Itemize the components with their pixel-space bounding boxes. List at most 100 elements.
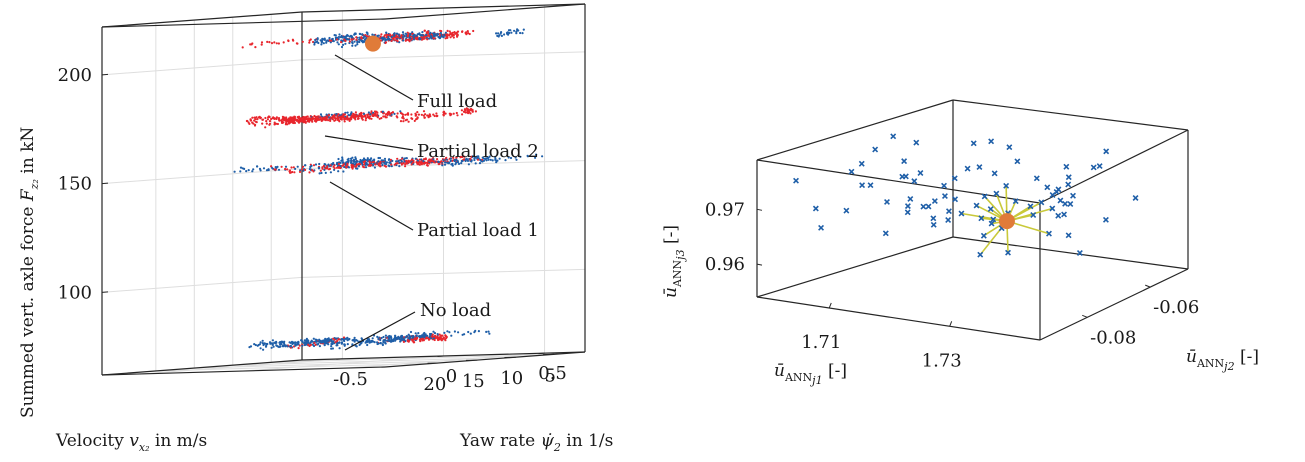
- partial-load-2-point: [380, 117, 383, 120]
- partial-load-2-point: [253, 116, 256, 119]
- data-point: [491, 159, 494, 162]
- data-point: [359, 342, 362, 345]
- left-tick-labels: 100 150 200 5 10 15 20 -0.5 0 0.5: [58, 65, 567, 395]
- sample-marker: [1090, 164, 1097, 171]
- data-point: [347, 338, 350, 341]
- data-point: [260, 43, 263, 46]
- data-point: [339, 164, 342, 167]
- data-point: [271, 342, 274, 345]
- partial-load-2-point: [384, 116, 387, 119]
- data-point: [373, 341, 376, 344]
- data-point: [473, 158, 476, 162]
- partial-load-2-point: [337, 113, 340, 116]
- data-point: [284, 165, 288, 168]
- data-point: [273, 168, 276, 171]
- data-point: [464, 32, 467, 35]
- sample-marker: [1063, 163, 1070, 170]
- data-point: [286, 168, 289, 171]
- data-point: [360, 39, 363, 42]
- data-point: [388, 334, 391, 338]
- data-point: [298, 344, 301, 347]
- data-point: [435, 336, 438, 339]
- partial-load-2-point: [365, 117, 368, 120]
- z-tick-label: 100: [58, 282, 92, 303]
- data-point: [487, 158, 490, 161]
- data-point: [259, 341, 262, 344]
- data-point: [254, 343, 257, 347]
- partial-load-2-point: [336, 114, 339, 117]
- partial-load-2-point: [312, 117, 316, 120]
- sample-marker: [899, 173, 906, 180]
- data-point: [441, 164, 444, 167]
- data-point: [302, 169, 305, 172]
- sample-marker: [1055, 212, 1062, 219]
- right-axis-box: [756, 99, 1189, 341]
- data-point: [402, 158, 405, 161]
- data-point: [276, 165, 279, 168]
- data-point: [461, 333, 464, 336]
- y-tick-label: -0.08: [1090, 327, 1136, 348]
- data-point: [429, 160, 432, 163]
- data-point: [318, 338, 321, 341]
- data-point: [272, 345, 275, 348]
- data-point: [432, 37, 435, 40]
- box-edge: [756, 159, 1041, 204]
- data-point: [402, 33, 405, 36]
- data-point: [451, 159, 454, 162]
- data-point: [482, 159, 486, 162]
- box-edge: [756, 296, 1041, 341]
- data-point: [273, 41, 276, 44]
- sample-marker: [931, 198, 938, 204]
- sample-marker: [1012, 198, 1019, 205]
- partial-load-2-point: [372, 113, 376, 116]
- data-point: [447, 162, 451, 165]
- data-point: [326, 165, 329, 168]
- data-point: [412, 36, 415, 39]
- data-point: [284, 167, 287, 171]
- data-point: [449, 33, 452, 36]
- data-point: [449, 36, 452, 39]
- data-point: [388, 37, 391, 40]
- data-point: [317, 342, 320, 345]
- partial-load-2-point: [466, 108, 469, 111]
- data-point: [337, 338, 340, 341]
- sample-marker: [917, 170, 924, 176]
- data-point: [340, 41, 343, 44]
- data-point: [398, 161, 401, 164]
- left-data-points: [233, 28, 544, 351]
- data-point: [405, 38, 408, 41]
- x-tick-mark: [828, 302, 832, 309]
- data-point: [425, 33, 428, 37]
- data-point: [384, 41, 387, 45]
- data-point: [353, 340, 356, 343]
- right-z-axis-label: ūANNj3 [-]: [661, 225, 687, 298]
- data-point: [268, 341, 272, 344]
- box-edge: [301, 3, 586, 13]
- partial-load-2-point: [348, 118, 351, 121]
- partial-load-2-point: [296, 116, 299, 119]
- partial-load-2-point: [327, 119, 330, 122]
- partial-load-2-point: [352, 113, 355, 116]
- data-point: [500, 30, 503, 34]
- data-point: [307, 343, 310, 346]
- data-point: [387, 158, 390, 161]
- data-point: [279, 341, 282, 344]
- data-point: [319, 169, 322, 172]
- data-point: [311, 169, 314, 172]
- data-point: [358, 162, 361, 165]
- partial-load-2-point: [382, 115, 385, 118]
- data-point: [382, 335, 385, 339]
- partial-load-2-point: [261, 118, 265, 121]
- data-point: [337, 43, 340, 46]
- sample-marker: [1065, 174, 1072, 181]
- partial-load-2-point: [273, 117, 276, 120]
- right-3d-plot: 0.96 0.97 1.71 1.73 -0.08 -0.06 ūANNj3 [-] ūA…: [661, 99, 1259, 387]
- partial-load-2-point: [370, 117, 373, 120]
- data-point: [320, 41, 323, 44]
- data-point: [456, 34, 459, 37]
- partial-load-2-point: [306, 120, 309, 123]
- data-point: [318, 162, 321, 166]
- data-point: [351, 44, 354, 47]
- data-point: [397, 159, 400, 162]
- data-point: [418, 37, 421, 40]
